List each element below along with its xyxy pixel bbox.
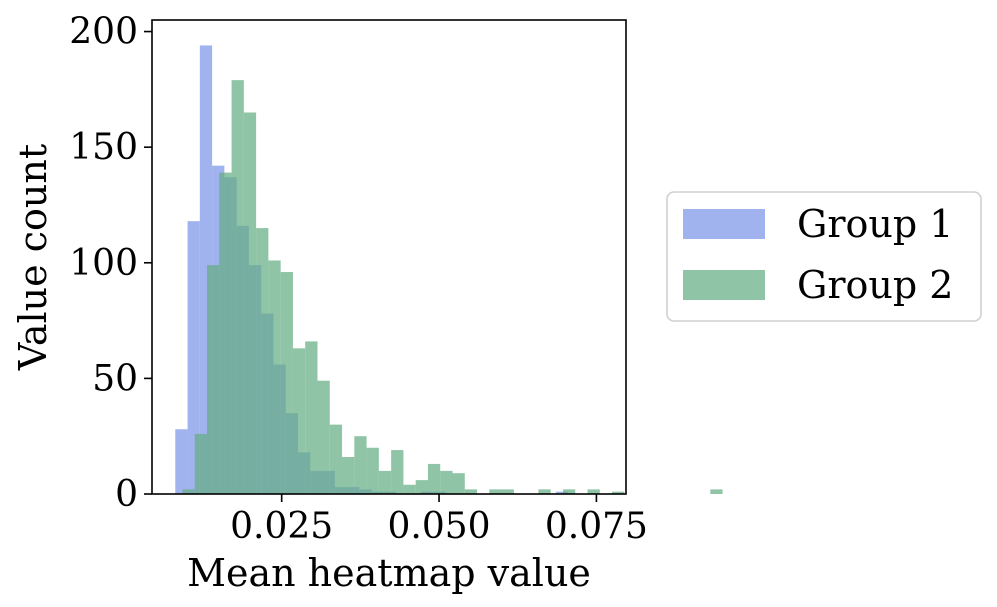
histogram-bar	[562, 489, 576, 494]
histogram-bar	[305, 341, 318, 494]
axis-ticks: 0.025 0.050 0.075 0 50 100 150 200	[69, 12, 648, 547]
y-tick-label: 50	[92, 358, 138, 399]
histogram-bar	[219, 172, 232, 494]
histogram-bar	[187, 221, 200, 494]
histogram-bar	[366, 447, 379, 494]
histogram-bar	[489, 489, 502, 494]
x-tick-label: 0.050	[388, 506, 491, 547]
histogram-bar	[342, 457, 355, 494]
legend-label: Group 2	[797, 263, 953, 307]
histogram-bar	[391, 450, 404, 494]
y-tick-label: 100	[69, 243, 138, 284]
series-group-2	[182, 80, 723, 495]
x-tick-label: 0.075	[545, 506, 648, 547]
histogram-bar	[292, 348, 306, 494]
histogram-bar	[612, 491, 625, 494]
histogram-bar	[194, 433, 208, 494]
histogram-bar	[207, 265, 220, 494]
histogram-bar	[317, 380, 330, 494]
histogram-bar	[501, 489, 514, 494]
histogram-bar	[403, 484, 416, 494]
y-tick-label: 150	[69, 127, 138, 168]
histogram-bar	[555, 491, 569, 494]
histogram-bar	[243, 112, 257, 495]
y-axis-label: Value count	[11, 144, 55, 371]
histogram-bar	[182, 489, 195, 494]
histogram-bar	[231, 80, 244, 495]
histogram-bar	[175, 429, 188, 494]
y-tick-label: 0	[115, 474, 138, 515]
histogram-bars	[175, 45, 723, 495]
histogram-bar	[329, 424, 343, 494]
histogram-bar	[538, 489, 551, 494]
histogram-bar	[378, 470, 392, 494]
x-axis-label: Mean heatmap value	[187, 551, 591, 595]
legend: Group 1 Group 2	[666, 191, 982, 322]
histogram-bar	[415, 480, 428, 494]
legend-swatch	[683, 209, 765, 239]
histogram-bar	[464, 489, 478, 494]
plot-frame	[151, 19, 627, 495]
y-tick-label: 200	[69, 12, 138, 53]
histogram-bar	[256, 228, 269, 494]
histogram-bar	[354, 436, 367, 494]
legend-label: Group 1	[797, 202, 953, 246]
x-tick-label: 0.025	[230, 506, 333, 547]
histogram-bar	[427, 463, 441, 494]
histogram-bar	[268, 260, 281, 494]
histogram-bar	[440, 470, 453, 494]
histogram-bar	[280, 272, 293, 494]
legend-items: Group 1 Group 2	[683, 202, 953, 307]
histogram-bar	[587, 489, 600, 494]
histogram-bar	[710, 489, 723, 494]
histogram-bar	[452, 473, 465, 494]
legend-swatch	[683, 270, 765, 300]
